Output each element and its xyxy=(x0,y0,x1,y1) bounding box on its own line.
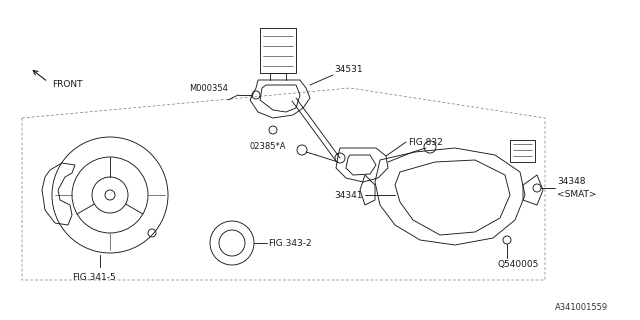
Text: FIG.341-5: FIG.341-5 xyxy=(72,273,116,282)
Text: 34531: 34531 xyxy=(334,65,363,74)
Text: 34348: 34348 xyxy=(557,177,586,186)
Text: 02385*A: 02385*A xyxy=(250,142,286,151)
Text: A341001559: A341001559 xyxy=(555,303,608,312)
Text: FIG.832: FIG.832 xyxy=(408,138,443,147)
Text: <SMAT>: <SMAT> xyxy=(557,190,596,199)
Text: FIG.343-2: FIG.343-2 xyxy=(268,238,312,247)
Text: 34341: 34341 xyxy=(335,190,363,199)
Text: Q540005: Q540005 xyxy=(497,260,538,269)
Text: M000354: M000354 xyxy=(189,84,228,93)
Text: FRONT: FRONT xyxy=(52,80,83,89)
